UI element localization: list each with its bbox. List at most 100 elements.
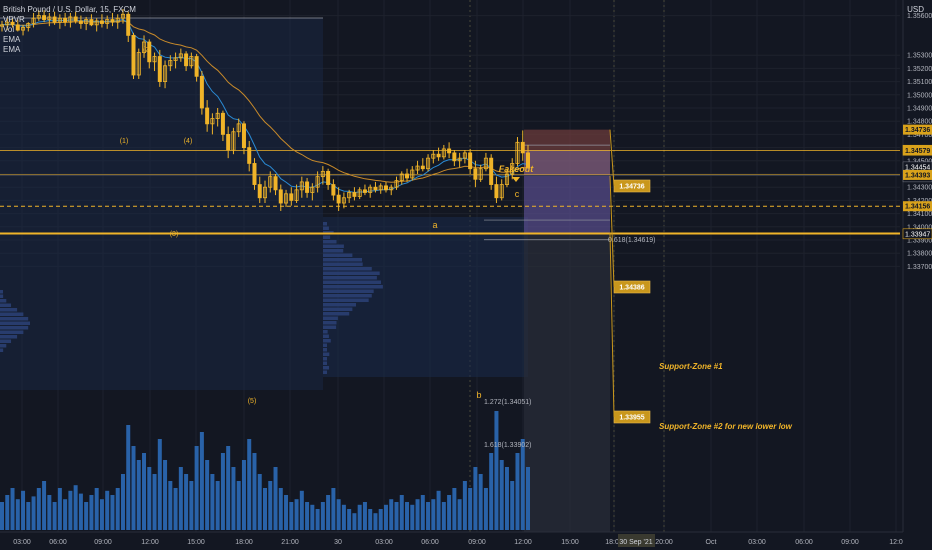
volume-bar	[410, 504, 415, 530]
wave-label: (4)	[184, 138, 193, 145]
volume-profile-bar	[323, 352, 330, 356]
volume-bar	[47, 495, 52, 530]
volume-bar	[483, 488, 488, 530]
volume-profile-bar	[0, 335, 18, 339]
time-tick-label: 03:00	[375, 539, 393, 546]
volume-bar	[210, 474, 215, 530]
volume-bar	[26, 502, 31, 530]
candle-body	[147, 41, 152, 63]
indicator-ema-1[interactable]: EMA	[3, 35, 21, 44]
time-tick-label: 06:00	[795, 539, 813, 546]
candle-body	[368, 186, 373, 193]
price-tick-label: 1.35100	[907, 79, 932, 86]
volume-bar	[489, 453, 494, 530]
volume-bar	[436, 490, 441, 530]
volume-bar	[263, 488, 267, 530]
volume-profile-bar	[0, 330, 24, 334]
candle-body	[520, 141, 525, 154]
volume-profile-bar	[323, 325, 337, 329]
time-tick-label: 06:00	[421, 539, 439, 546]
time-axis[interactable]	[0, 532, 932, 550]
volume-bar	[399, 495, 404, 530]
candle-body	[284, 193, 289, 204]
volume-profile-bar	[323, 262, 363, 266]
volume-bar	[252, 453, 257, 530]
price-tick-label: 1.34900	[907, 106, 932, 113]
candle-body	[378, 185, 383, 191]
price-axis[interactable]	[903, 0, 932, 550]
volume-profile-bar	[323, 370, 327, 374]
volume-profile-bar	[323, 289, 374, 293]
indicator-vol[interactable]: Vol	[3, 25, 15, 34]
volume-profile-bar	[323, 276, 377, 280]
time-tick-label: 03:00	[748, 539, 766, 546]
candle-body	[441, 148, 446, 158]
current-price-value: 1.34454	[905, 164, 930, 171]
candle-body	[431, 153, 436, 159]
volume-bar	[226, 446, 231, 530]
volume-bar	[231, 467, 236, 530]
wave-label: a	[432, 220, 437, 230]
indicator-ema-2[interactable]: EMA	[3, 45, 21, 54]
volume-bar	[110, 495, 115, 530]
price-tick-label: 1.34700	[907, 132, 932, 139]
candle-body	[110, 19, 115, 23]
volume-bar	[0, 502, 4, 530]
indicator-vpvr[interactable]: VPVR	[3, 15, 25, 24]
fib-label-1618: 1.618(1.33902)	[484, 442, 531, 449]
candle-body	[473, 168, 478, 180]
support-zone-2-label: Support-Zone #2 for new lower low	[659, 422, 793, 431]
price-tick-label: 1.33800	[907, 251, 932, 258]
volume-bar	[504, 467, 509, 530]
price-tag-filled	[903, 145, 932, 156]
volume-bar	[52, 502, 57, 530]
candle-body	[136, 52, 141, 76]
volume-bar	[131, 446, 136, 530]
candle-body	[0, 24, 4, 27]
candle-body	[426, 157, 431, 170]
volume-bar	[157, 439, 162, 530]
volume-profile-bar	[0, 321, 30, 325]
currency-label[interactable]: USD	[907, 5, 924, 14]
date-cursor-tag	[618, 534, 655, 547]
wave-label: (1)	[120, 138, 129, 145]
volume-profile-bar	[323, 271, 380, 275]
volume-bar	[405, 502, 410, 530]
price-callout-pointer	[609, 175, 615, 288]
volume-bar	[31, 496, 36, 530]
candle-body	[21, 27, 26, 31]
volume-bar	[78, 493, 83, 530]
volume-bar	[10, 488, 15, 530]
volume-profile-bar	[0, 348, 4, 352]
volume-bar	[63, 499, 68, 530]
candle-body	[483, 157, 488, 170]
wave-label: b	[476, 390, 481, 400]
price-tick-label: 1.33700	[907, 264, 932, 271]
candle-body	[152, 56, 157, 63]
volume-bar	[147, 467, 152, 530]
price-tag-text: 1.33947	[905, 231, 930, 238]
candle-body	[52, 16, 57, 23]
time-tick-label: 06:00	[49, 539, 67, 546]
price-tick-label: 1.34300	[907, 185, 932, 192]
volume-bar	[515, 453, 520, 530]
volume-bar	[294, 499, 299, 530]
price-callout-pointer	[609, 232, 615, 418]
price-tag-filled	[903, 201, 932, 212]
volume-profile-bar	[0, 344, 7, 348]
candle-body	[31, 17, 36, 24]
candle-body	[336, 194, 341, 204]
candle-body	[478, 168, 483, 180]
volume-bar	[257, 474, 262, 530]
volume-profile-bar	[0, 312, 24, 316]
candle-body	[205, 107, 210, 125]
candle-body	[68, 16, 73, 23]
volume-profile-bar	[323, 240, 337, 244]
candle-body	[273, 176, 278, 191]
volume-bar	[21, 490, 26, 530]
time-tick-label: 15:00	[561, 539, 579, 546]
volume-bar	[247, 439, 252, 530]
candle-body	[42, 15, 47, 20]
candle-body	[241, 123, 246, 148]
